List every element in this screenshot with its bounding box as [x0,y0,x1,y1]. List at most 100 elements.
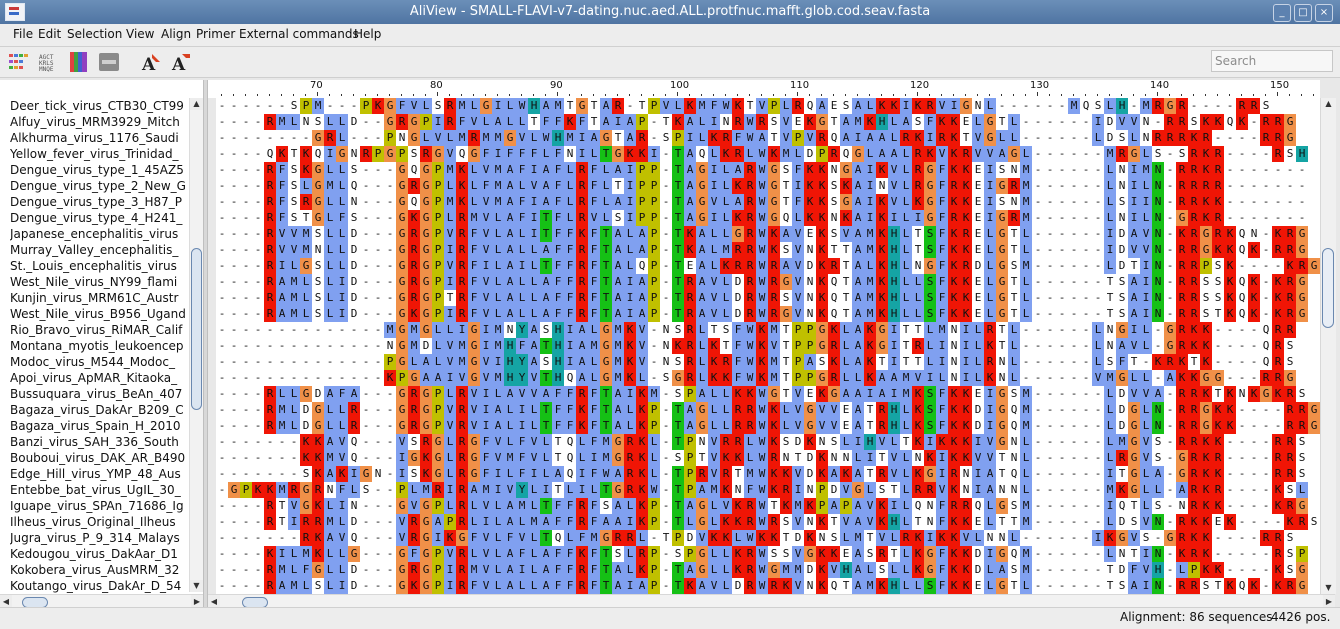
residue-cell[interactable]: L [708,226,720,242]
residue-cell[interactable]: K [300,146,312,162]
residue-cell[interactable]: - [1092,162,1104,178]
residue-cell[interactable]: N [1236,386,1248,402]
residue-cell[interactable]: T [888,482,900,498]
residue-cell[interactable]: R [288,482,300,498]
residue-cell[interactable]: T [540,370,552,386]
residue-cell[interactable]: F [564,418,576,434]
residue-cell[interactable]: - [228,578,240,594]
residue-cell[interactable]: L [516,578,528,594]
residue-cell[interactable]: G [612,434,624,450]
residue-cell[interactable]: - [1056,434,1068,450]
residue-cell[interactable]: M [492,178,504,194]
residue-cell[interactable]: K [312,434,324,450]
residue-cell[interactable]: G [768,210,780,226]
residue-cell[interactable]: - [660,578,672,594]
residue-cell[interactable]: E [972,306,984,322]
residue-cell[interactable]: A [612,226,624,242]
residue-cell[interactable]: M [900,370,912,386]
residue-cell[interactable]: M [300,546,312,562]
residue-cell[interactable]: - [360,354,372,370]
residue-cell[interactable]: G [1296,578,1308,594]
residue-cell[interactable]: N [1140,130,1152,146]
residue-cell[interactable]: - [1080,562,1092,578]
residue-cell[interactable]: L [336,226,348,242]
residue-cell[interactable]: K [876,210,888,226]
residue-cell[interactable]: - [324,98,336,114]
residue-cell[interactable]: H [1296,146,1308,162]
residue-cell[interactable]: R [456,306,468,322]
residue-cell[interactable]: R [744,418,756,434]
residue-cell[interactable]: K [720,146,732,162]
residue-cell[interactable]: D [348,114,360,130]
residue-cell[interactable]: - [1056,482,1068,498]
residue-cell[interactable]: L [1020,226,1032,242]
residue-cell[interactable]: A [684,178,696,194]
residue-cell[interactable]: T [540,338,552,354]
residue-cell[interactable]: - [1068,386,1080,402]
residue-cell[interactable]: - [1140,354,1152,370]
residue-cell[interactable]: A [576,322,588,338]
residue-cell[interactable]: R [300,514,312,530]
residue-cell[interactable]: T [780,194,792,210]
residue-cell[interactable]: M [312,98,324,114]
residue-cell[interactable]: K [816,466,828,482]
residue-cell[interactable]: R [1212,162,1224,178]
residue-cell[interactable]: T [600,146,612,162]
residue-cell[interactable]: R [768,274,780,290]
residue-cell[interactable]: R [1188,226,1200,242]
residue-cell[interactable]: M [492,194,504,210]
residue-cell[interactable]: - [1164,242,1176,258]
residue-cell[interactable]: R [444,114,456,130]
residue-cell[interactable]: - [1068,146,1080,162]
residue-cell[interactable]: M [768,322,780,338]
residue-cell[interactable]: K [624,322,636,338]
residue-cell[interactable]: I [1128,194,1140,210]
residue-cell[interactable]: - [216,226,228,242]
residue-cell[interactable]: A [600,514,612,530]
residue-cell[interactable]: K [312,450,324,466]
residue-cell[interactable]: F [552,194,564,210]
residue-cell[interactable]: - [1044,514,1056,530]
residue-cell[interactable]: L [840,370,852,386]
residue-cell[interactable]: F [936,210,948,226]
residue-cell[interactable]: A [1176,482,1188,498]
residue-cell[interactable]: S [672,450,684,466]
residue-cell[interactable]: G [300,386,312,402]
residue-cell[interactable]: T [540,498,552,514]
residue-cell[interactable]: K [960,274,972,290]
residue-cell[interactable]: P [432,562,444,578]
sequence-name[interactable]: Dengue_virus_type_4_H241_ [10,211,183,225]
residue-cell[interactable]: S [720,322,732,338]
residue-cell[interactable]: F [732,130,744,146]
residue-cell[interactable]: I [984,386,996,402]
residue-cell[interactable]: S [828,178,840,194]
residue-cell[interactable]: - [1236,514,1248,530]
residue-cell[interactable]: M [588,530,600,546]
residue-cell[interactable]: S [1152,146,1164,162]
residue-cell[interactable]: R [1284,290,1296,306]
residue-cell[interactable]: M [1020,178,1032,194]
residue-cell[interactable]: K [300,450,312,466]
increase-font-icon[interactable]: A [140,51,162,75]
residue-cell[interactable]: G [768,162,780,178]
residue-cell[interactable]: R [456,466,468,482]
residue-cell[interactable]: F [564,290,576,306]
residue-cell[interactable]: G [396,162,408,178]
residue-cell[interactable]: L [900,466,912,482]
residue-cell[interactable]: L [912,306,924,322]
residue-cell[interactable]: R [1176,386,1188,402]
residue-cell[interactable]: G [1296,562,1308,578]
residue-cell[interactable]: R [828,338,840,354]
residue-cell[interactable]: - [1272,418,1284,434]
residue-cell[interactable]: - [1080,354,1092,370]
residue-cell[interactable]: K [756,370,768,386]
residue-cell[interactable]: I [432,114,444,130]
residue-cell[interactable]: R [456,498,468,514]
residue-cell[interactable]: L [1020,146,1032,162]
residue-cell[interactable]: D [792,530,804,546]
residue-cell[interactable]: M [1104,370,1116,386]
residue-cell[interactable]: M [456,98,468,114]
residue-cell[interactable]: - [1044,546,1056,562]
residue-cell[interactable]: I [1128,178,1140,194]
residue-cell[interactable]: G [816,114,828,130]
